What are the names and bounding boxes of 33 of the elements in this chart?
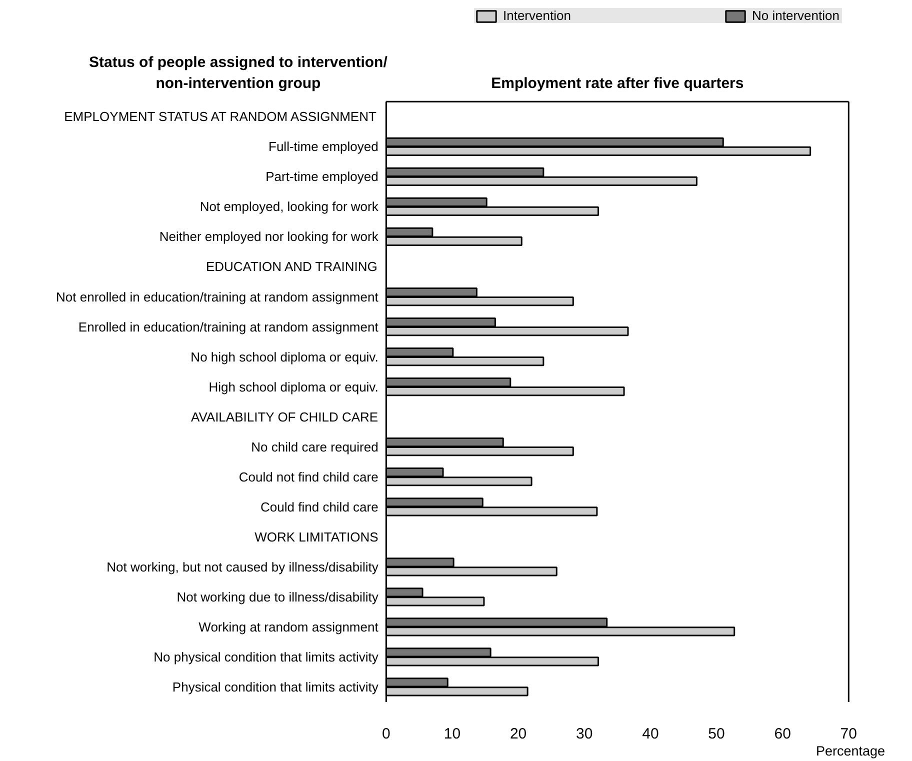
y-axis-title: Status of people assigned to intervention/ non-intervention group: [89, 54, 388, 92]
y-tick-label: EDUCATION AND TRAINING: [206, 259, 378, 274]
y-tick-label: Not enrolled in education/training at random assignment: [56, 289, 379, 304]
y-tick-label: High school diploma or equiv.: [208, 379, 378, 394]
y-tick-label: Not working due to illness/disability: [176, 589, 379, 604]
y-tick-label: Not employed, looking for work: [200, 199, 379, 214]
x-tick-label: 50: [708, 726, 725, 742]
chart-title: Employment rate after five quarters: [491, 75, 744, 92]
x-tick-label: 10: [444, 726, 461, 742]
y-tick-label: No child care required: [251, 439, 378, 454]
y-tick-label: No physical condition that limits activity: [154, 649, 379, 664]
y-tick-label: Physical condition that limits activity: [172, 679, 379, 694]
y-tick-label: Not working, but not caused by illness/disability: [106, 559, 379, 574]
y-tick-label: Part-time employed: [266, 169, 378, 184]
y-tick-label: Full-time employed: [268, 139, 378, 154]
y-tick-label: Could not find child care: [238, 469, 378, 484]
legend-label: Intervention: [503, 8, 572, 23]
x-tick-label: 20: [510, 726, 527, 742]
legend-label: No intervention: [752, 8, 840, 23]
y-tick-label: Could find child care: [260, 499, 378, 514]
x-tick-label: 30: [576, 726, 593, 742]
y-tick-label: Neither employed nor looking for work: [159, 229, 379, 244]
x-tick-label: 40: [642, 726, 659, 742]
x-tick-label: 70: [840, 726, 857, 742]
y-tick-label: No high school diploma or equiv.: [190, 349, 378, 364]
y-tick-label: EMPLOYMENT STATUS AT RANDOM ASSIGNMENT: [64, 109, 376, 124]
x-axis-title: Percentage: [816, 744, 886, 758]
y-tick-label: Working at random assignment: [198, 619, 379, 634]
y-tick-label: WORK LIMITATIONS: [254, 529, 379, 544]
y-tick-label: AVAILABILITY OF CHILD CARE: [190, 409, 378, 424]
y-tick-label: Enrolled in education/training at random assignment: [78, 319, 379, 334]
x-tick-label: 60: [774, 726, 791, 742]
x-tick-label: 0: [382, 726, 390, 742]
